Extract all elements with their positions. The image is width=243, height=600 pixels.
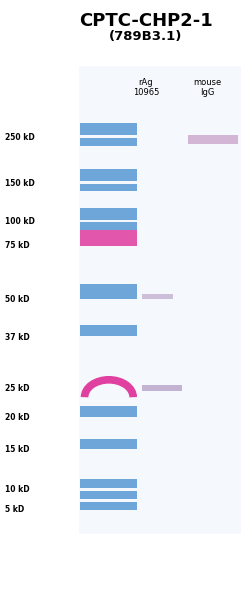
Bar	[80, 184, 137, 191]
Text: 150 kD: 150 kD	[5, 179, 35, 187]
Bar	[79, 66, 241, 534]
Text: 25 kD: 25 kD	[5, 385, 29, 394]
Bar	[80, 284, 137, 299]
Text: 5 kD: 5 kD	[5, 505, 24, 514]
Text: 37 kD: 37 kD	[5, 332, 30, 341]
Bar	[80, 222, 137, 230]
Text: rAg
10965: rAg 10965	[133, 78, 159, 97]
Text: 20 kD: 20 kD	[5, 413, 29, 421]
Text: 10 kD: 10 kD	[5, 485, 29, 493]
Bar	[80, 406, 137, 417]
Bar	[80, 502, 137, 510]
Text: 15 kD: 15 kD	[5, 445, 29, 455]
Text: (789B3.1): (789B3.1)	[109, 30, 182, 43]
Bar	[80, 138, 137, 146]
Bar	[80, 479, 137, 488]
Text: mouse
IgG: mouse IgG	[194, 78, 222, 97]
Text: 100 kD: 100 kD	[5, 217, 35, 226]
Bar	[142, 385, 182, 391]
Text: 50 kD: 50 kD	[5, 295, 29, 304]
Bar	[80, 439, 137, 449]
Bar	[188, 135, 238, 144]
Bar	[80, 491, 137, 499]
Bar	[80, 208, 137, 220]
Text: CPTC-CHP2-1: CPTC-CHP2-1	[79, 12, 213, 30]
Bar	[80, 169, 137, 181]
Bar	[142, 294, 173, 299]
Bar	[80, 123, 137, 135]
Bar	[80, 325, 137, 336]
Text: 250 kD: 250 kD	[5, 133, 35, 142]
Text: 75 kD: 75 kD	[5, 241, 29, 251]
Bar	[80, 230, 137, 246]
